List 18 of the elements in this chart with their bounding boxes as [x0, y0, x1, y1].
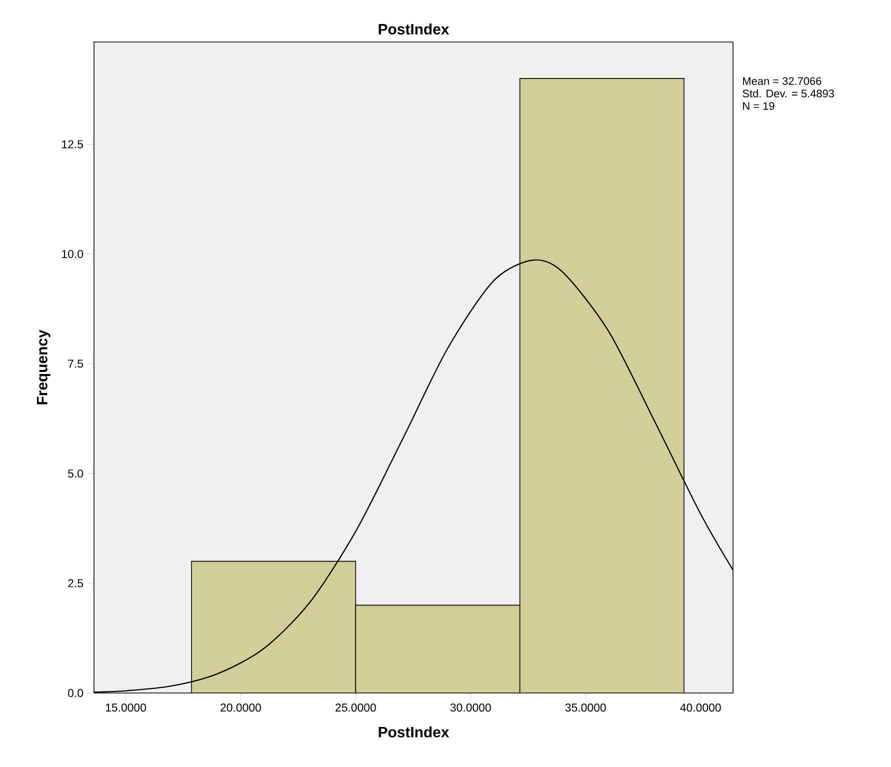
y-axis-title: Frequency	[36, 330, 50, 404]
x-tick-label: 35.0000	[565, 704, 606, 712]
text: Std. Dev. = 5.4893	[742, 89, 834, 98]
x-tick-label: 25.0000	[336, 704, 376, 712]
y-tick-label: 7.5	[68, 360, 84, 368]
y-tick-label: 10.0	[62, 250, 84, 258]
x-tick-label: 20.0000	[220, 704, 261, 712]
y-tick-label: 0.0	[68, 688, 84, 698]
y-tick-label: 2.5	[68, 579, 84, 588]
text: N = 19	[743, 102, 774, 110]
x-tick-label: 15.0000	[106, 704, 146, 712]
x-tick-label: 40.0000	[680, 704, 721, 712]
y-tick-label: 5.0	[68, 469, 84, 478]
text: Mean = 32.7066	[743, 77, 822, 85]
chart-title: PostIndex	[378, 24, 450, 34]
x-axis-title: PostIndex	[378, 726, 450, 738]
x-tick-label: 30.0000	[450, 704, 491, 712]
y-tick-label: 12.5	[62, 140, 84, 148]
